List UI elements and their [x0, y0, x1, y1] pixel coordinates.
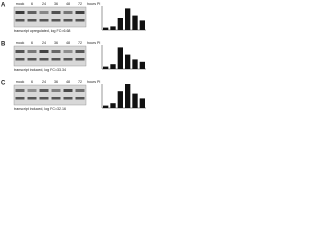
lane-label: 24 — [42, 80, 46, 84]
lane-label: hours PI — [87, 41, 100, 45]
bar — [110, 26, 116, 30]
bar — [125, 54, 131, 69]
band — [75, 19, 85, 22]
band — [51, 97, 61, 100]
band — [27, 19, 37, 22]
bar — [132, 15, 138, 30]
panel-label: C — [1, 81, 6, 87]
lane-label: 48 — [66, 41, 70, 45]
panel-label: A — [1, 3, 6, 9]
lane-label: 36 — [54, 80, 58, 84]
panel-label: B — [1, 42, 6, 48]
band — [63, 58, 73, 61]
band — [51, 11, 61, 14]
band — [63, 89, 73, 92]
lane-label: 36 — [54, 41, 58, 45]
band — [39, 50, 49, 53]
lane-label: 72 — [78, 41, 82, 45]
band — [27, 89, 37, 92]
lane-label: mock — [16, 41, 25, 45]
band — [51, 50, 61, 53]
blot — [13, 6, 87, 28]
blot — [13, 45, 87, 67]
caption: transcript induced, log FC=33.34 — [14, 68, 66, 72]
band — [39, 19, 49, 22]
bar — [117, 18, 123, 30]
band — [15, 89, 25, 92]
lane-label: 6 — [31, 2, 33, 6]
band — [15, 11, 25, 14]
bar — [103, 66, 109, 69]
caption: transcript induced, log FC=32.16 — [14, 107, 66, 111]
caption: transcript upregulated, log FC=6.68 — [14, 29, 70, 33]
band — [27, 50, 37, 53]
band — [63, 97, 73, 100]
bar — [125, 8, 131, 30]
band — [51, 58, 61, 61]
lane-label: 48 — [66, 80, 70, 84]
band — [75, 97, 85, 100]
lane-label: hours PI — [87, 80, 100, 84]
bar — [125, 84, 131, 108]
band — [39, 11, 49, 14]
bar — [139, 61, 145, 69]
band — [27, 58, 37, 61]
lane-label: 72 — [78, 2, 82, 6]
lane-label: 6 — [31, 41, 33, 45]
lane-label: 36 — [54, 2, 58, 6]
blot — [13, 84, 87, 106]
lane-label: hours PI — [87, 2, 100, 6]
band — [39, 89, 49, 92]
band — [39, 58, 49, 61]
lane-label: 72 — [78, 80, 82, 84]
bar — [132, 93, 138, 108]
band — [51, 19, 61, 22]
bar — [103, 105, 109, 108]
lane-label: 24 — [42, 41, 46, 45]
band — [75, 58, 85, 61]
band — [27, 97, 37, 100]
lane-label: 48 — [66, 2, 70, 6]
band — [63, 19, 73, 22]
lane-label: mock — [16, 80, 25, 84]
bar — [139, 98, 145, 108]
band — [15, 50, 25, 53]
band — [15, 58, 25, 61]
band — [75, 89, 85, 92]
band — [51, 89, 61, 92]
band — [75, 50, 85, 53]
bar — [103, 27, 109, 30]
band — [63, 50, 73, 53]
bar — [117, 47, 123, 69]
band — [15, 97, 25, 100]
lane-label: mock — [16, 2, 25, 6]
bar — [132, 59, 138, 69]
bar — [110, 64, 116, 69]
band — [75, 11, 85, 14]
bar — [117, 91, 123, 108]
band — [39, 97, 49, 100]
band — [63, 11, 73, 14]
lane-label: 6 — [31, 80, 33, 84]
band — [15, 19, 25, 22]
bar — [110, 103, 116, 108]
bar — [139, 20, 145, 30]
lane-label: 24 — [42, 2, 46, 6]
band — [27, 11, 37, 14]
